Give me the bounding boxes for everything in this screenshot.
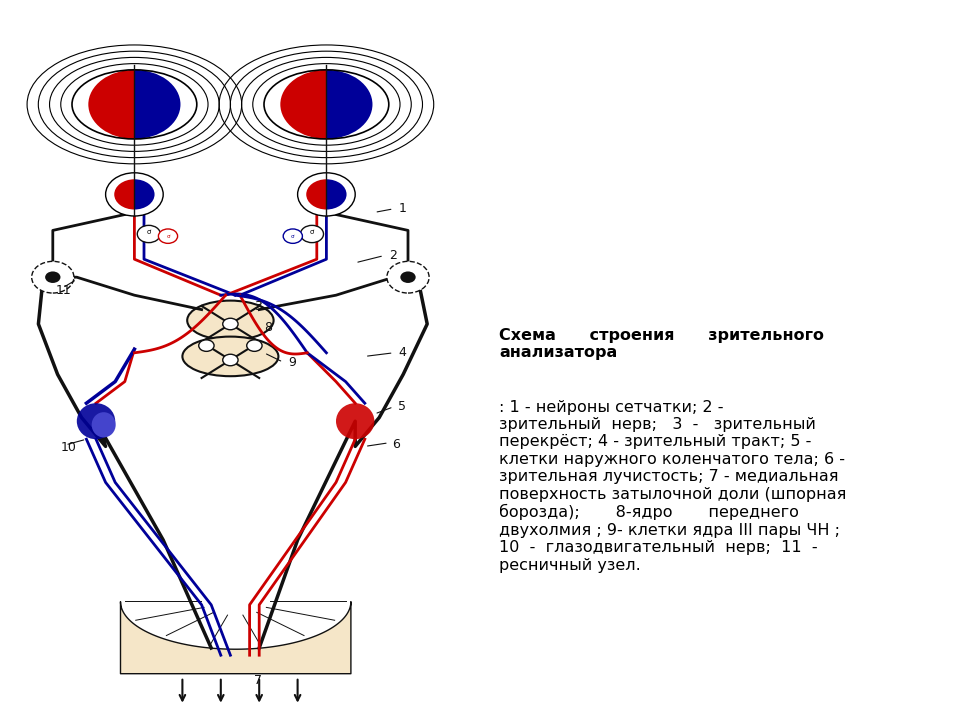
Text: ơ: ơ [147,229,151,235]
Text: ơ: ơ [166,234,170,238]
Wedge shape [326,179,347,210]
Circle shape [45,271,60,283]
Circle shape [32,261,74,293]
Circle shape [158,229,178,243]
Circle shape [300,225,324,243]
Circle shape [247,340,262,351]
Wedge shape [326,70,372,139]
Circle shape [199,340,214,351]
Circle shape [137,225,160,243]
Ellipse shape [92,412,116,438]
Ellipse shape [182,337,278,376]
Text: 7: 7 [254,674,262,687]
Circle shape [400,271,416,283]
Text: 6: 6 [392,438,399,451]
Text: : 1 - нейроны сетчатки; 2 -
зрительный  нерв;   3  -   зрительный
перекрёст; 4 -: : 1 - нейроны сетчатки; 2 - зрительный н… [499,400,847,572]
Ellipse shape [336,403,374,439]
Text: Схема      строения      зрительного
анализатора: Схема строения зрительного анализатора [499,328,825,360]
Circle shape [298,173,355,216]
Ellipse shape [187,301,274,341]
Wedge shape [134,179,155,210]
Text: ơ: ơ [291,234,295,238]
Circle shape [387,261,429,293]
Text: 1: 1 [398,202,406,215]
Wedge shape [280,70,326,139]
Wedge shape [114,179,134,210]
Text: 2: 2 [389,249,396,262]
Text: 3: 3 [254,300,262,312]
Text: 10: 10 [60,441,77,454]
Text: 11: 11 [56,284,71,297]
Circle shape [106,173,163,216]
Wedge shape [306,179,326,210]
Circle shape [223,354,238,366]
Text: 9: 9 [288,356,296,369]
Text: ơ: ơ [310,229,314,235]
Text: 4: 4 [398,346,406,359]
Wedge shape [88,70,134,139]
Text: 8: 8 [264,321,272,334]
Ellipse shape [77,403,115,439]
Circle shape [283,229,302,243]
Circle shape [223,318,238,330]
Wedge shape [134,70,180,139]
Text: 5: 5 [398,400,406,413]
